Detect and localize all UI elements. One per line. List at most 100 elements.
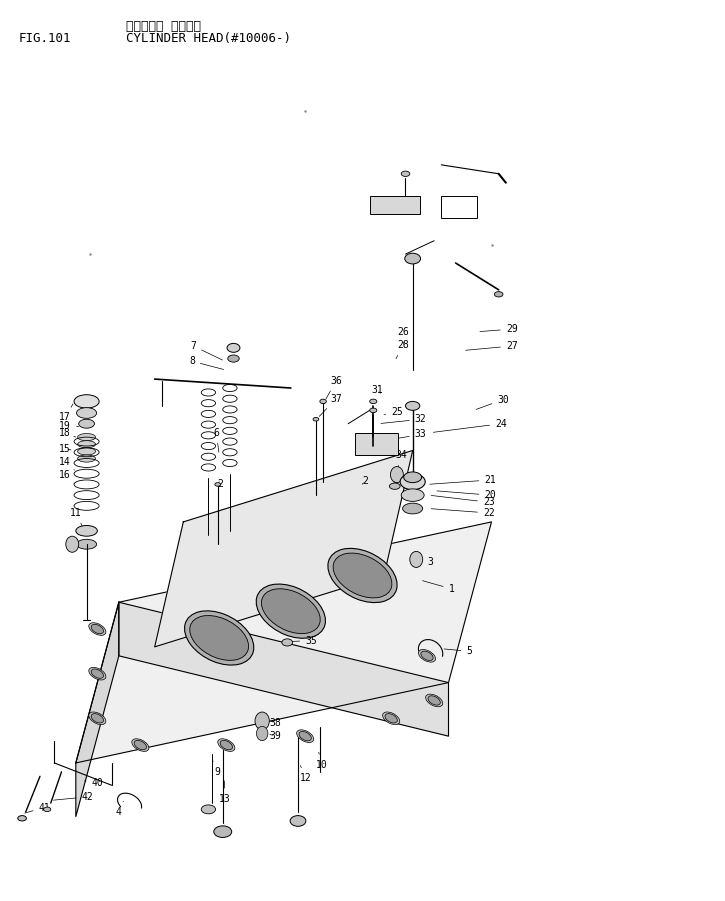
Ellipse shape [385,714,397,723]
Ellipse shape [77,407,96,418]
Ellipse shape [262,588,320,633]
Ellipse shape [220,741,233,750]
Text: 2: 2 [218,479,223,489]
Ellipse shape [383,712,399,724]
Ellipse shape [18,815,26,821]
Text: 31: 31 [371,385,383,395]
Ellipse shape [320,399,326,404]
Ellipse shape [78,455,96,462]
Ellipse shape [370,399,377,404]
Text: 3: 3 [417,557,433,567]
Ellipse shape [401,489,424,501]
Ellipse shape [214,826,232,837]
Ellipse shape [299,732,311,741]
Text: 2: 2 [362,476,368,486]
Ellipse shape [405,402,420,410]
Text: 14: 14 [59,457,75,470]
Ellipse shape [227,343,240,352]
Text: 18: 18 [59,428,76,438]
Bar [370,196,420,214]
Ellipse shape [428,696,440,705]
Text: 21: 21 [430,475,496,485]
Ellipse shape [282,639,293,646]
Text: 19: 19 [59,422,79,432]
Ellipse shape [290,815,306,826]
Text: 9: 9 [213,761,220,777]
Text: 41: 41 [25,803,50,813]
Text: 22: 22 [431,508,494,518]
Text: 6: 6 [213,428,219,452]
Polygon shape [154,450,413,647]
Ellipse shape [297,730,314,742]
Circle shape [66,536,79,552]
Ellipse shape [91,624,104,633]
Ellipse shape [494,292,503,297]
Ellipse shape [333,553,392,598]
Ellipse shape [405,253,420,264]
Ellipse shape [328,549,397,603]
Ellipse shape [78,448,96,455]
Ellipse shape [77,540,96,549]
Bar [442,196,477,218]
Ellipse shape [88,623,106,635]
Ellipse shape [215,483,220,487]
Text: 26: 26 [397,327,409,345]
Circle shape [255,712,269,730]
Text: 34: 34 [394,450,407,484]
Text: シリンダ・ ヘッド・: シリンダ・ ヘッド・ [126,20,201,33]
Text: 15: 15 [59,443,71,454]
Text: 13: 13 [219,781,231,804]
Ellipse shape [185,611,254,665]
Text: 4: 4 [115,801,123,817]
Circle shape [257,726,268,741]
Circle shape [391,467,403,483]
Bar [355,432,398,455]
Text: 1: 1 [423,580,455,594]
Ellipse shape [389,483,400,489]
Ellipse shape [404,472,422,483]
Ellipse shape [91,714,104,723]
Ellipse shape [78,433,96,441]
Text: 28: 28 [396,341,409,359]
Ellipse shape [78,441,96,448]
Ellipse shape [76,525,97,536]
Ellipse shape [256,584,326,638]
Ellipse shape [190,615,249,660]
Ellipse shape [418,650,436,662]
Text: 24: 24 [434,419,507,432]
Polygon shape [76,602,119,816]
Circle shape [410,551,423,568]
Ellipse shape [88,668,106,680]
Ellipse shape [202,805,215,814]
Text: 5: 5 [444,646,472,656]
Text: 27: 27 [465,341,518,351]
Text: 35: 35 [292,635,317,646]
Text: 36: 36 [326,376,342,399]
Text: 20: 20 [437,490,496,500]
Text: 42: 42 [54,792,94,802]
Text: 37: 37 [319,394,342,416]
Text: CYLINDER HEAD(#10006-): CYLINDER HEAD(#10006-) [126,32,291,44]
Ellipse shape [426,694,443,706]
Ellipse shape [370,408,377,413]
Text: 25: 25 [384,407,403,417]
Text: 7: 7 [191,341,223,360]
Text: 23: 23 [431,496,494,507]
Ellipse shape [402,503,423,514]
Text: 12: 12 [299,766,311,783]
Text: 29: 29 [480,324,518,334]
Text: 32: 32 [381,414,426,424]
Ellipse shape [88,712,106,724]
Ellipse shape [313,417,319,421]
Ellipse shape [218,739,235,751]
Text: 11: 11 [70,508,86,532]
Text: 16: 16 [59,470,75,484]
Ellipse shape [401,171,410,177]
Polygon shape [76,522,492,763]
Text: 8: 8 [189,356,223,369]
Ellipse shape [132,739,149,751]
Ellipse shape [134,741,146,750]
Text: 30: 30 [476,395,509,409]
Polygon shape [119,602,449,736]
Text: 33: 33 [381,430,426,441]
